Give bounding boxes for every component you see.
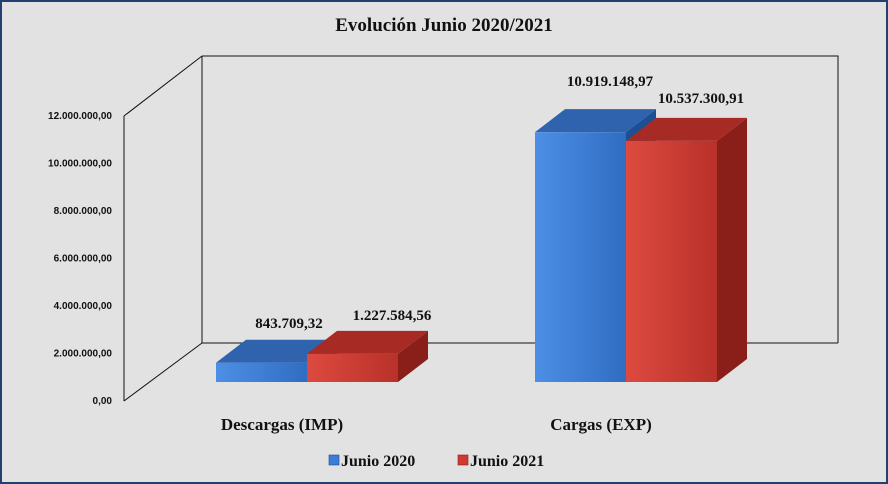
bar-top	[535, 109, 656, 133]
data-labels: 843.709,32 10.919.148,97 1.227.584,56 10.53…	[255, 74, 744, 332]
bar-side	[398, 330, 428, 382]
back-wall-frame	[202, 55, 839, 343]
legend: Junio 2020 Junio 2021	[328, 453, 544, 470]
legend-label-junio-2021: Junio 2021	[470, 453, 544, 470]
bar-top	[216, 339, 337, 363]
legend-swatch-junio-2020	[328, 454, 340, 466]
y-axis-top-depth	[123, 55, 203, 117]
bars	[216, 109, 747, 383]
category-label-descargas-imp: Descargas (IMP)	[221, 415, 343, 434]
y-tick-label: 6.000.000,00	[54, 254, 113, 265]
bar-top	[307, 330, 428, 354]
bar-front	[216, 362, 307, 382]
bar-junio-2021-descargas-imp	[307, 330, 428, 382]
bar-junio-2021-cargas-exp	[626, 117, 747, 382]
y-tick-label: 2.000.000,00	[54, 349, 113, 360]
y-axis-ticks: 0,00 2.000.000,00 4.000.000,00 6.000.000,00…	[48, 111, 112, 407]
category-label-cargas-exp: Cargas (EXP)	[550, 415, 652, 434]
legend-swatch-junio-2021	[457, 454, 469, 466]
y-tick-label: 10.000.000,00	[48, 159, 112, 170]
y-tick-label: 0,00	[93, 396, 113, 407]
data-label-junio-2020-descargas-imp: 843.709,32	[255, 316, 323, 332]
category-labels: Descargas (IMP) Cargas (EXP)	[221, 415, 652, 434]
data-label-junio-2021-cargas-exp: 10.537.300,91	[658, 91, 744, 107]
y-tick-label: 12.000.000,00	[48, 111, 112, 122]
data-label-junio-2020-cargas-exp: 10.919.148,97	[567, 74, 654, 90]
chart-title: Evolución Junio 2020/2021	[335, 15, 553, 36]
y-axis-bottom-depth	[123, 342, 203, 402]
bar-side	[717, 117, 747, 382]
bar-front	[307, 353, 398, 382]
data-label-junio-2021-descargas-imp: 1.227.584,56	[353, 308, 432, 324]
bar-front	[535, 132, 626, 382]
bar-front	[626, 140, 717, 382]
y-tick-label: 4.000.000,00	[54, 301, 113, 312]
legend-label-junio-2020: Junio 2020	[341, 453, 415, 470]
bar-top	[626, 117, 747, 141]
y-tick-label: 8.000.000,00	[54, 206, 113, 217]
